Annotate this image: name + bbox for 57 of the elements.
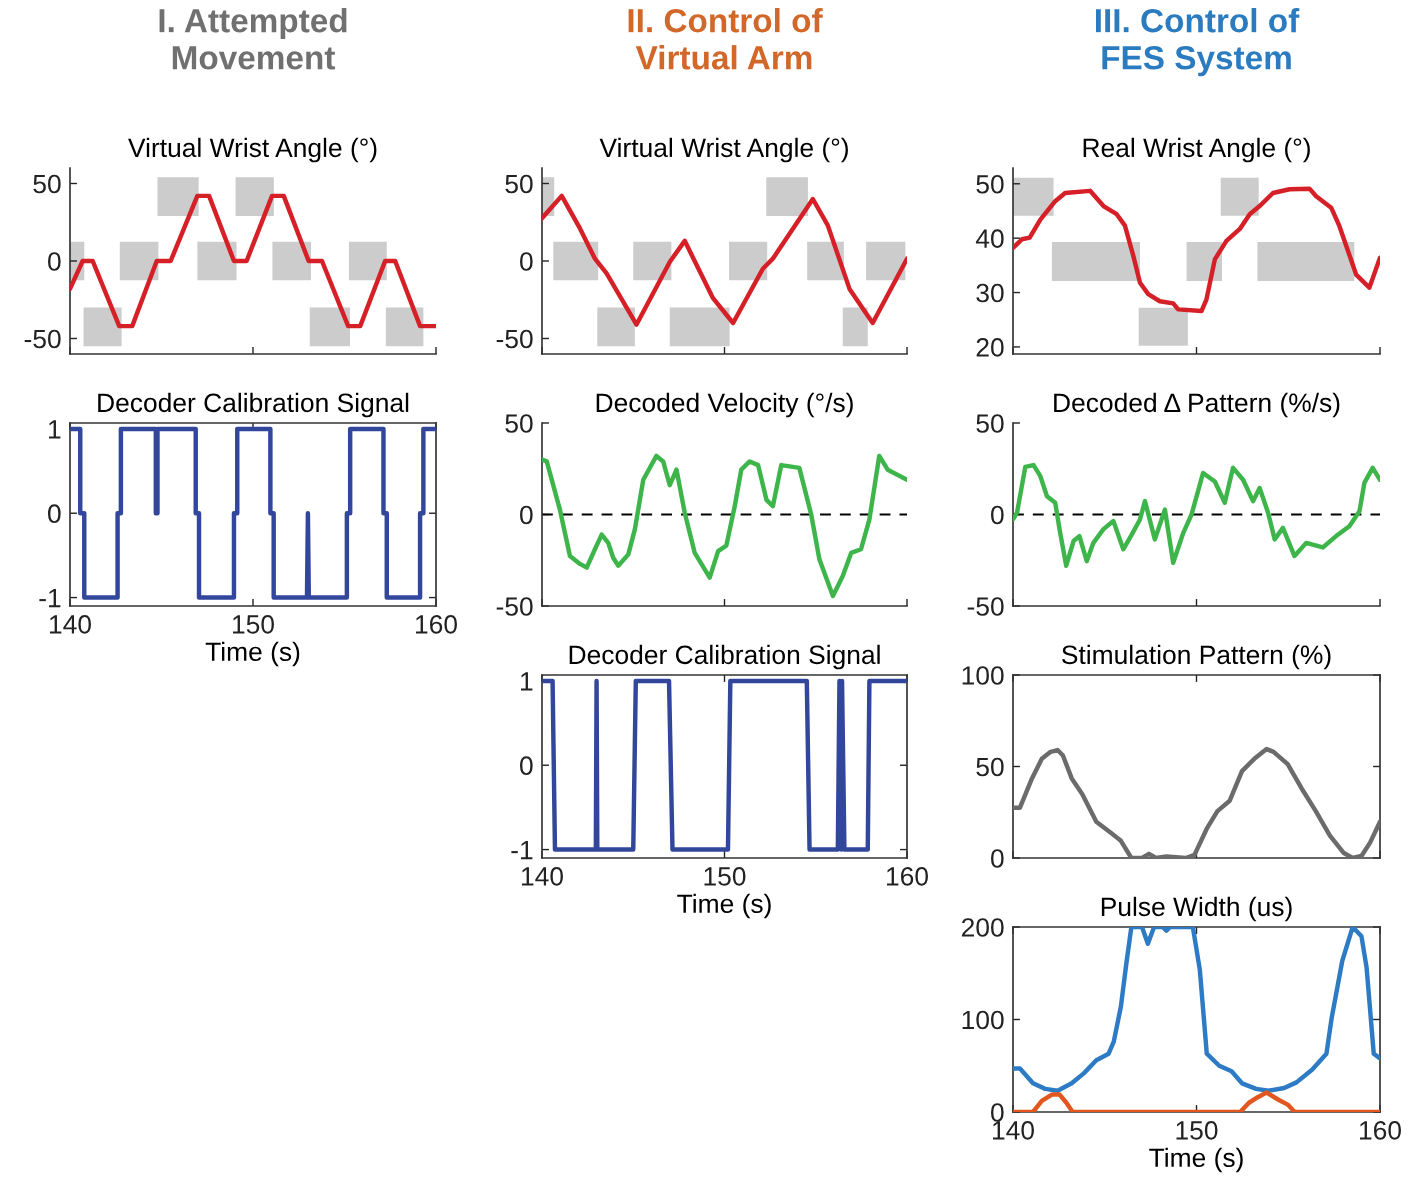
y-tick-label: -50 — [496, 329, 533, 349]
y-tick-label: 0 — [520, 756, 533, 776]
y-tick-label: 0 — [48, 504, 61, 524]
line-series — [542, 193, 907, 327]
chart-title: Decoded Δ Pattern (%/s) — [1054, 392, 1340, 418]
y-tick-label: 50 — [976, 757, 1004, 777]
y-tick-label: 1 — [521, 672, 533, 691]
chart-title: I. Attempted Movement — [159, 8, 347, 70]
y-tick-label: 0 — [991, 1103, 1004, 1122]
x-tick-label: 160 — [887, 867, 928, 886]
y-tick-label: 50 — [976, 174, 1004, 194]
chart-title: III. Control of FES System — [1095, 8, 1300, 77]
x-tick-label: 150 — [1176, 1121, 1218, 1140]
chart-title: Decoded Velocity (°/s) — [596, 392, 853, 418]
chart-subtitle: Virtual Wrist Angle (°) — [128, 137, 377, 163]
chart-title: Decoder Calibration Signal — [98, 392, 409, 418]
line-series — [1013, 186, 1380, 314]
x-tick-label: 160 — [1360, 1121, 1401, 1140]
chart-title: Stimulation Pattern (%) — [1062, 644, 1331, 670]
y-tick-label: -50 — [967, 597, 1004, 616]
y-tick-label: 0 — [520, 252, 533, 271]
x-tick-label: 140 — [522, 867, 563, 886]
y-tick-label: 50 — [33, 174, 61, 194]
y-tick-label: -50 — [24, 329, 61, 349]
y-tick-label: 100 — [962, 666, 1004, 685]
y-tick-label: 0 — [520, 505, 533, 525]
x-tick-label: 140 — [50, 615, 91, 634]
y-tick-label: 1 — [49, 420, 61, 439]
y-tick-label: 20 — [976, 338, 1004, 357]
chart-title: II. Control of Virtual Arm — [628, 8, 823, 70]
x-tick-label: 150 — [704, 867, 746, 886]
x-axis-title: Time (s) — [205, 641, 300, 667]
y-tick-label: -50 — [496, 597, 533, 616]
y-tick-label: 30 — [976, 283, 1004, 303]
line-series — [1013, 462, 1380, 568]
y-tick-label: 0 — [991, 505, 1004, 525]
x-tick-label: 150 — [233, 615, 274, 634]
chart-title: Pulse Width (us) — [1101, 896, 1292, 922]
y-tick-label: -1 — [511, 840, 533, 860]
x-axis-title: Time (s) — [677, 893, 771, 919]
line-series — [70, 193, 436, 329]
x-tick-label: 140 — [993, 1121, 1034, 1140]
y-tick-label: 50 — [976, 414, 1004, 433]
x-axis-title: Time (s) — [1149, 1147, 1243, 1173]
y-tick-label: 200 — [961, 918, 1004, 937]
y-tick-label: 50 — [505, 414, 533, 433]
chart-subtitle: Real Wrist Angle (°) — [1083, 137, 1310, 163]
y-tick-label: 0 — [991, 849, 1004, 868]
chart-subtitle: Virtual Wrist Angle (°) — [599, 137, 848, 163]
y-tick-label: -1 — [39, 588, 61, 608]
chart-title: Decoder Calibration Signal — [569, 644, 880, 670]
x-tick-label: 160 — [416, 615, 457, 634]
line-series — [542, 453, 907, 599]
y-tick-label: 0 — [48, 252, 61, 271]
y-tick-label: 100 — [962, 1010, 1004, 1030]
y-tick-label: 50 — [505, 174, 533, 194]
y-tick-label: 40 — [975, 229, 1004, 248]
